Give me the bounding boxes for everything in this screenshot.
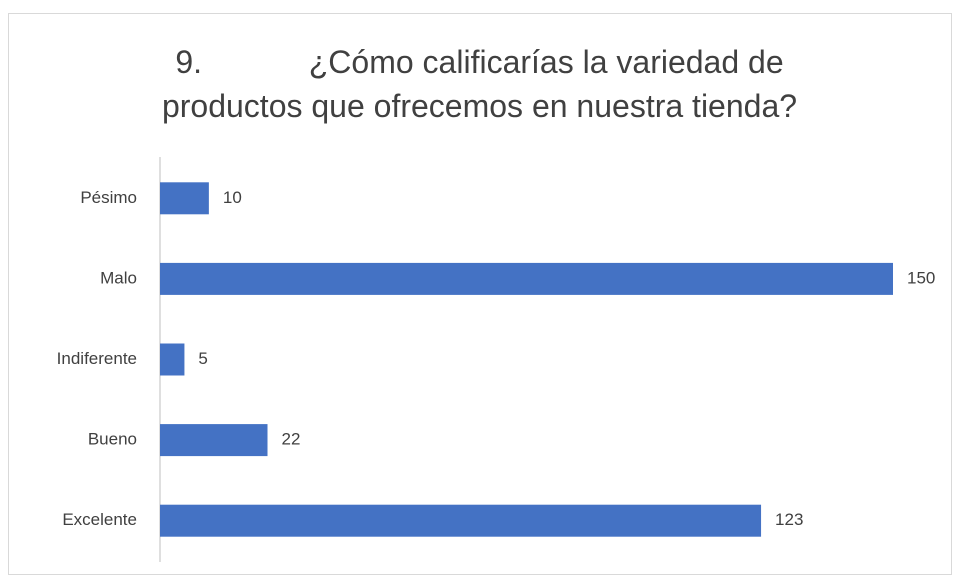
data-label: 10 — [223, 188, 242, 207]
category-label: Malo — [100, 268, 137, 287]
data-label: 22 — [282, 430, 301, 449]
bar — [160, 182, 209, 215]
category-label: Excelente — [62, 510, 137, 529]
bar — [160, 262, 893, 295]
bar — [160, 424, 268, 457]
bar — [160, 504, 762, 537]
data-label: 5 — [198, 349, 207, 368]
category-label: Indiferente — [57, 349, 137, 368]
bar — [160, 343, 185, 376]
chart-border — [8, 13, 952, 575]
data-label: 123 — [775, 510, 803, 529]
category-label: Pésimo — [80, 188, 137, 207]
chart-title: 9. ¿Cómo calificarías la variedad de pro… — [161, 44, 798, 124]
category-label: Bueno — [88, 430, 137, 449]
data-label: 150 — [907, 268, 935, 287]
